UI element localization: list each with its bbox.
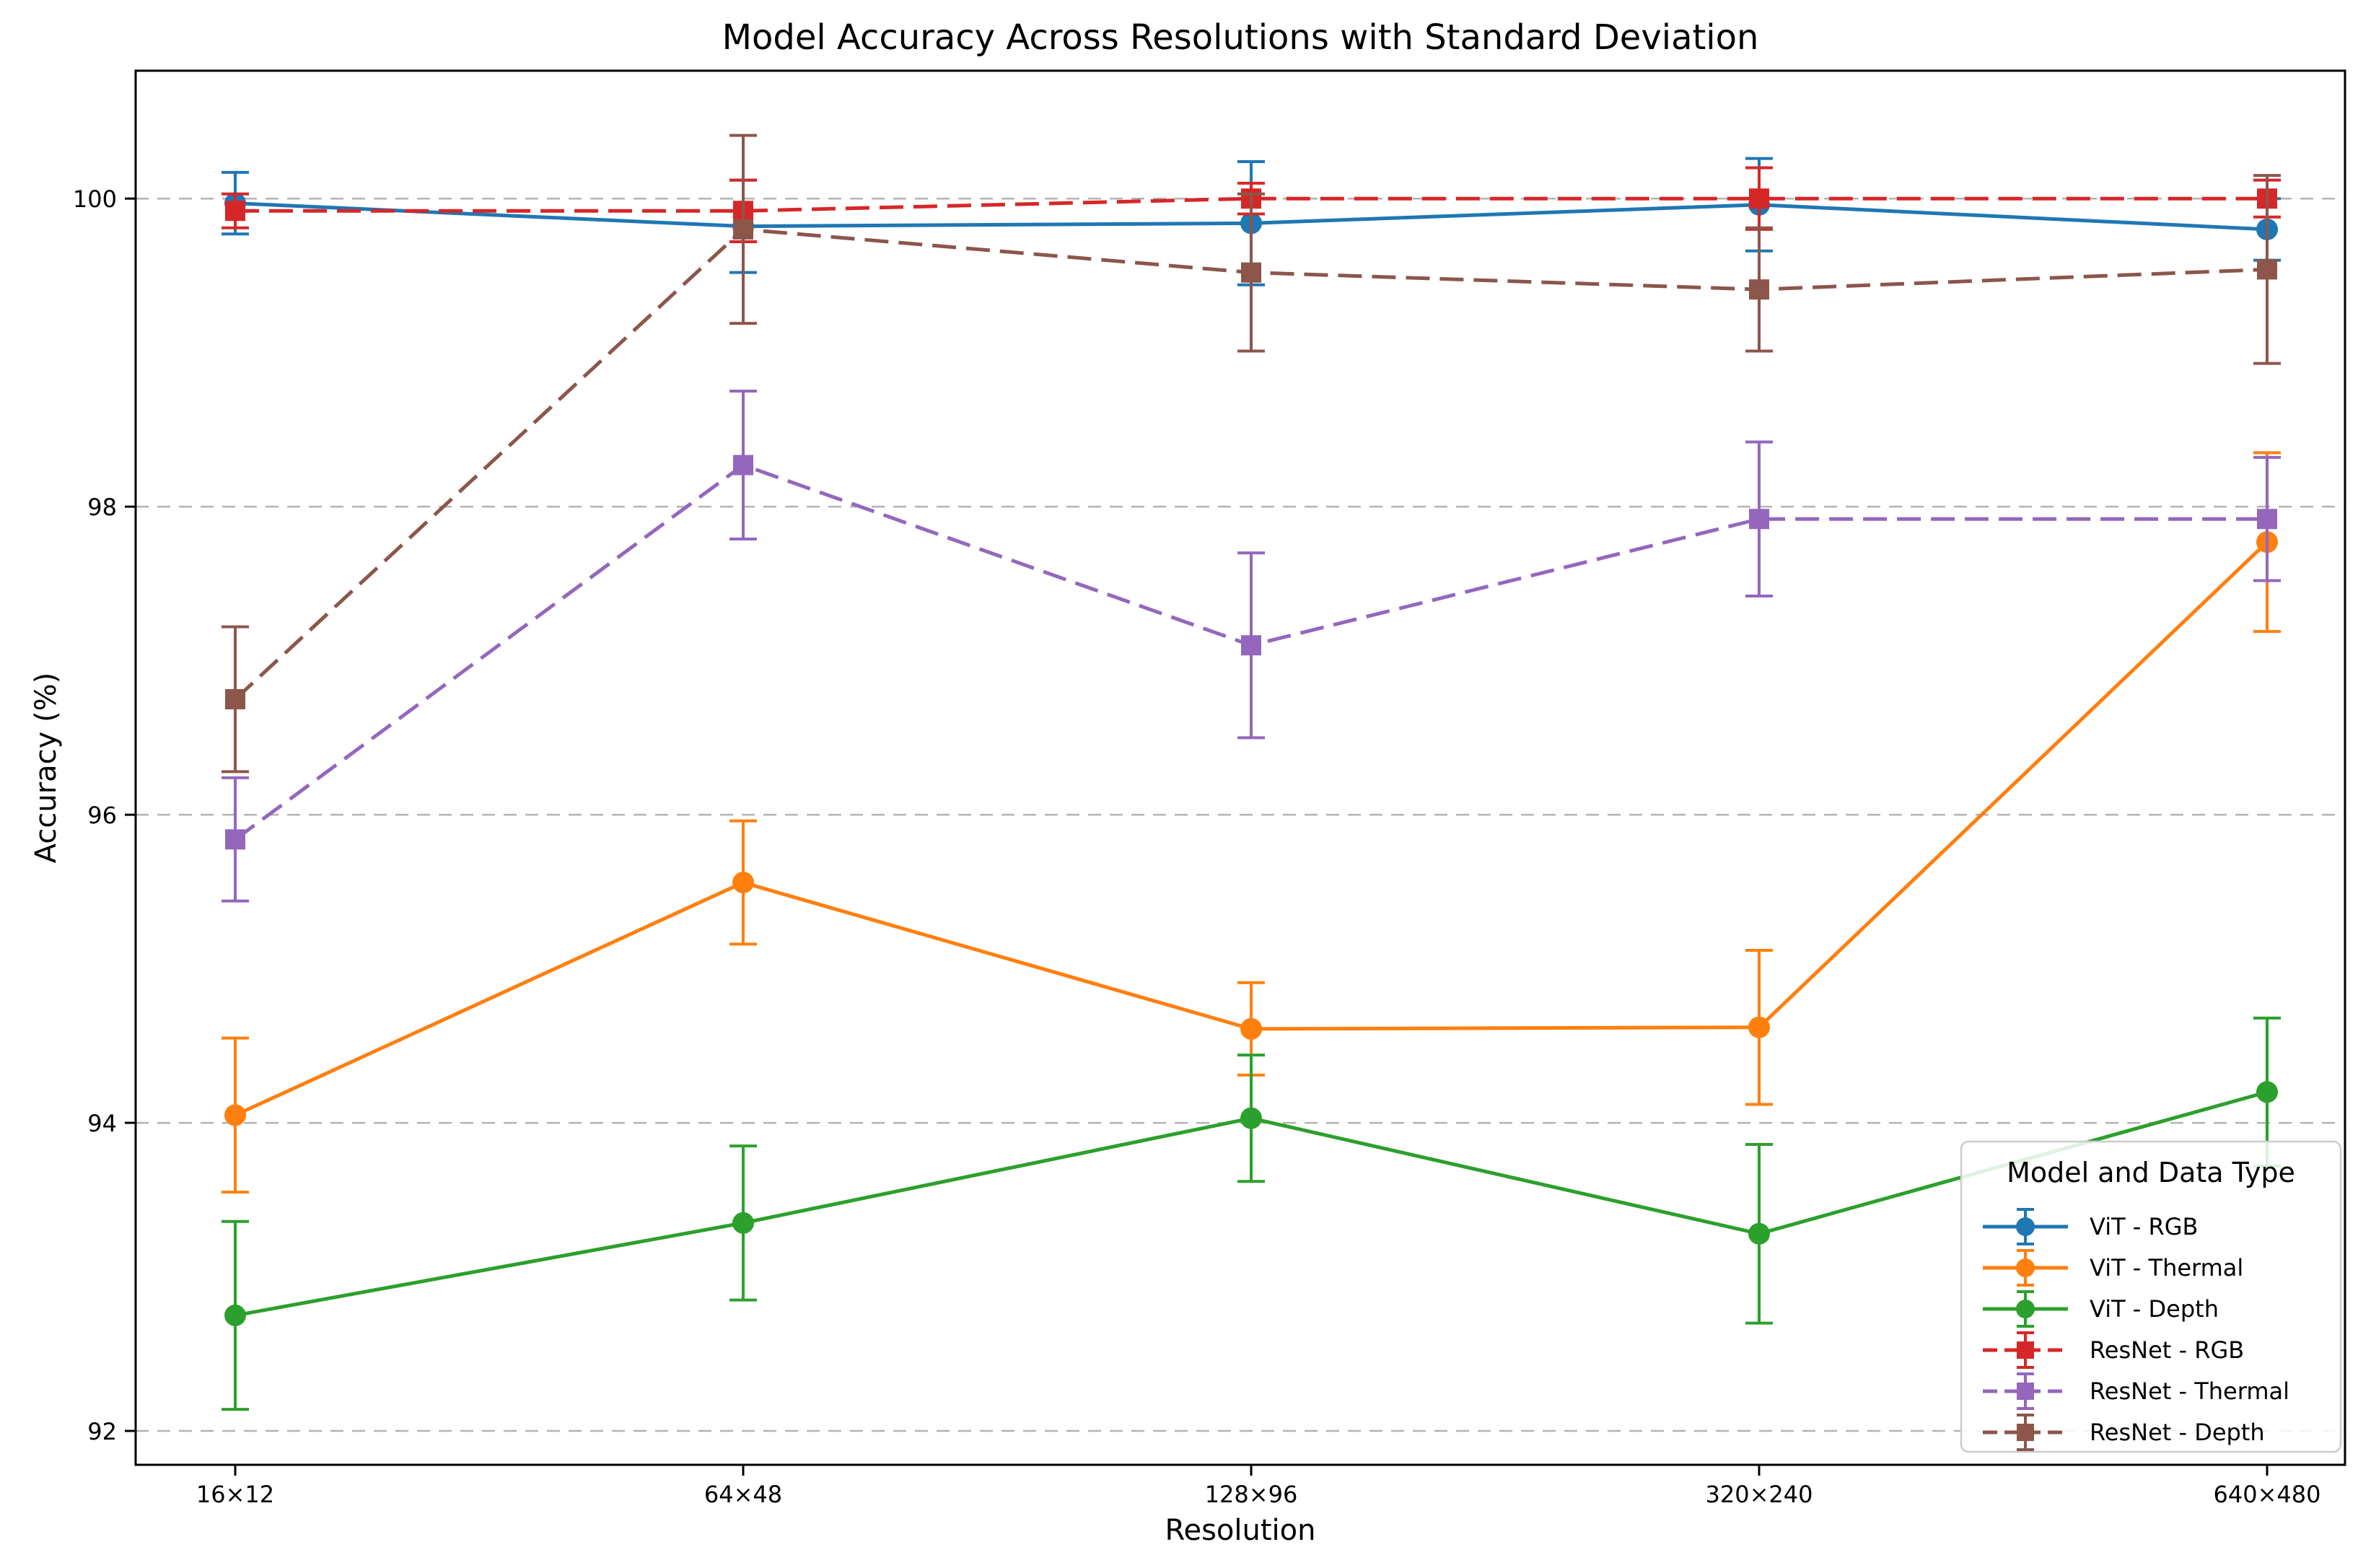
x-axis-label: Resolution [1165,1514,1316,1547]
marker [733,219,753,240]
y-axis-label: Accuracy (%) [30,672,63,864]
legend-entry-vit-thermal: ViT - Thermal [1983,1249,2243,1287]
y-tick-label: 100 [73,185,117,213]
marker [1749,509,1769,530]
legend-entry-resnet-thermal: ResNet - Thermal [1983,1372,2289,1410]
y-tick-label: 94 [87,1110,117,1137]
marker [2257,259,2277,280]
x-tick-label: 640×480 [2214,1481,2321,1508]
x-tick-label: 128×96 [1205,1481,1298,1508]
legend-title: Model and Data Type [2007,1157,2295,1188]
y-tick-label: 96 [87,802,117,829]
legend-marker [2017,1383,2034,1400]
legend-marker [2017,1424,2034,1441]
legend-box [1960,1140,2342,1453]
legend-label: ResNet - Thermal [2090,1378,2289,1405]
marker [225,201,245,222]
marker [2257,509,2277,530]
y-axis: 92 94 96 98 100 [73,185,136,1445]
legend-entry-vit-depth: ViT - Depth [1983,1290,2219,1328]
chart-title: Model Accuracy Across Resolutions with S… [722,17,1759,58]
legend-marker [2016,1217,2035,1236]
plot-border [134,69,2346,1466]
y-tick-label: 92 [87,1418,117,1445]
legend-marker [2017,1341,2034,1359]
x-axis: 16×12 64×48 128×96 320×240 640×480 [196,1465,2321,1508]
marker [732,872,754,894]
y-tick-label: 98 [87,494,117,521]
legend-label: ResNet - RGB [2090,1336,2244,1364]
marker [224,1304,246,1326]
marker [1749,279,1769,300]
marker [225,689,245,710]
legend-label: ResNet - Depth [2090,1419,2265,1446]
marker [1240,1107,1262,1129]
legend-label: ViT - Thermal [2090,1254,2243,1282]
legend-entry-resnet-depth: ResNet - Depth [1983,1414,2265,1451]
marker [732,1212,754,1234]
x-tick-label: 64×48 [704,1481,782,1508]
legend-entry-resnet-rgb: ResNet - RGB [1983,1331,2244,1369]
legend-label: ViT - Depth [2090,1295,2219,1323]
marker [1240,1017,1262,1040]
legend-marker [2016,1300,2035,1318]
series-resnet-depth [222,133,2281,774]
marker [224,1104,246,1126]
x-tick-label: 16×12 [196,1481,274,1508]
marker [1241,262,1261,283]
marker [225,829,245,850]
marker [1749,188,1769,209]
marker [1241,635,1261,656]
marker [1748,1222,1770,1245]
legend-marker [2016,1258,2035,1277]
series-vit-depth [222,1016,2281,1411]
series-resnet-thermal [222,390,2281,903]
legend-entry-vit-rgb: ViT - RGB [1983,1208,2199,1245]
marker [733,455,753,476]
marker [1748,1016,1770,1038]
x-tick-label: 320×240 [1706,1481,1813,1508]
marker [2256,1081,2278,1103]
legend-label: ViT - RGB [2090,1213,2199,1240]
legend: Model and Data Type ViT - RGB ViT - Therma… [1960,1140,2342,1453]
